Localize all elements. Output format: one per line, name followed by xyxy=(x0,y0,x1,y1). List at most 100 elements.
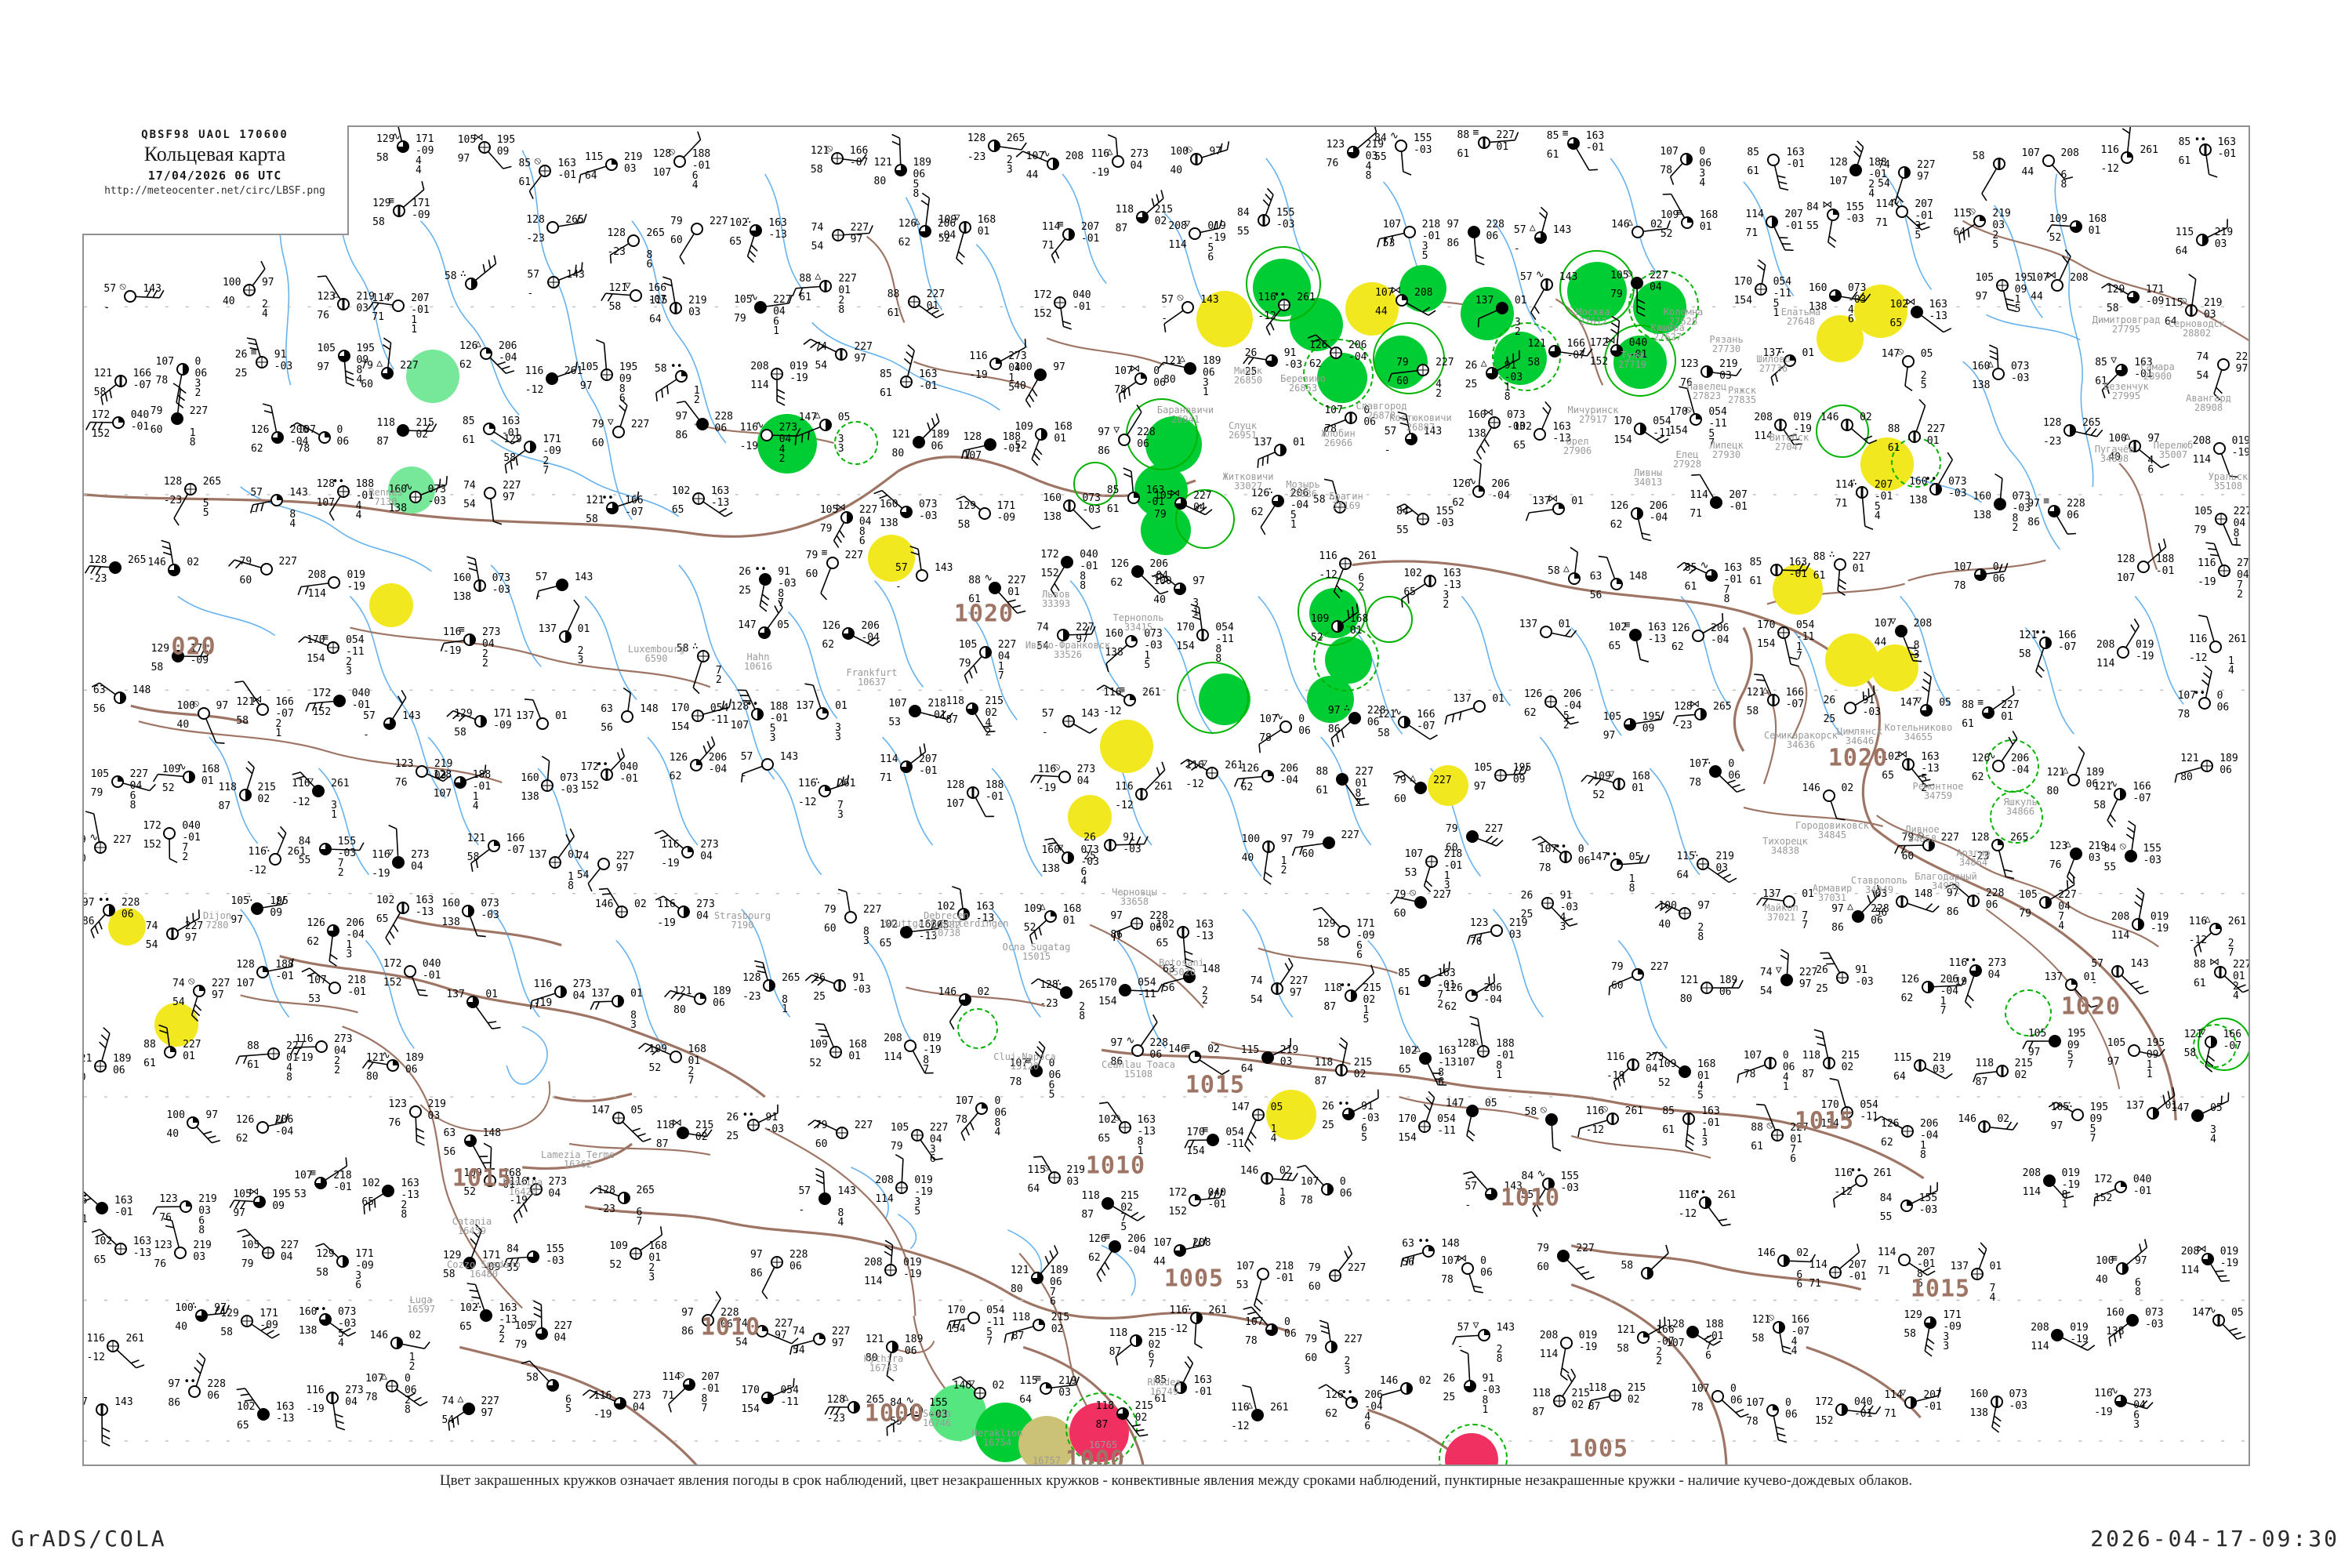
station-temperature: 26 xyxy=(739,566,751,579)
present-weather-icon: ∴ xyxy=(459,268,466,281)
cloud-cover-icon xyxy=(477,140,491,154)
station-id: 34636 xyxy=(1786,739,1816,750)
station-pressure-tendency: 04 xyxy=(280,1251,293,1264)
cloud-height-group: 6 xyxy=(646,259,653,271)
present-weather-icon: △ xyxy=(1472,1035,1479,1047)
cloud-cover-icon xyxy=(1754,282,1767,296)
station-temperature: 57 xyxy=(1041,708,1054,720)
station-name-label: Souda 16746 xyxy=(923,1409,951,1428)
present-weather-icon: ∴ xyxy=(1343,702,1350,714)
station-name-label: Слуцк 26951 xyxy=(1229,421,1257,440)
station-dewpoint: 40 xyxy=(1241,851,1254,864)
cloud-cover-icon xyxy=(1046,157,1059,170)
station-dewpoint: 86 xyxy=(1831,921,1844,934)
present-weather-icon: ▽ xyxy=(387,290,394,303)
station-temperature: 208 xyxy=(2031,1321,2049,1334)
cloud-cover-icon xyxy=(1270,982,1283,995)
cloud-cover-icon xyxy=(487,839,500,852)
station-dewpoint: 64 xyxy=(584,169,597,182)
station-pressure: 05 xyxy=(2210,1102,2223,1115)
station-temperature: 128 xyxy=(236,959,255,971)
station-dewpoint: 56 xyxy=(93,702,106,715)
present-weather-icon: △ xyxy=(1106,146,1113,158)
cloud-cover-icon xyxy=(1346,145,1359,158)
station-pressure: 0 xyxy=(1298,713,1305,725)
station-pressure: 195 xyxy=(2146,1037,2165,1050)
station-temperature: 126 xyxy=(822,619,840,632)
station-dewpoint: 65 xyxy=(1399,1063,1411,1076)
station-id: 26941 xyxy=(1171,414,1200,425)
station-dewpoint: 44 xyxy=(2031,291,2043,303)
station-pressure: 215 xyxy=(1120,1189,1139,1202)
station-pressure-tendency: -07 xyxy=(2132,793,2151,805)
station-temperature: 58 xyxy=(1548,565,1560,578)
station-temperature: 26 xyxy=(1443,1372,1456,1385)
isobar-label: 1020 xyxy=(1828,744,1889,772)
station-dewpoint: 58 xyxy=(2183,1047,2197,1059)
station-temperature: 114 xyxy=(372,292,390,305)
station-temperature: 74 xyxy=(793,1325,805,1338)
station-temperature: 121 xyxy=(891,429,911,441)
station-name-label: Frankfurt 10637 xyxy=(846,668,897,687)
present-weather-icon: △ xyxy=(1762,684,1769,696)
station-pressure-tendency: -01 xyxy=(619,773,638,786)
station-pressure-tendency: -03 xyxy=(765,1123,784,1135)
station-pressure-tendency: 01 xyxy=(688,1054,701,1067)
cloud-cover-icon xyxy=(315,1040,328,1053)
station-temperature: 128 xyxy=(88,554,107,567)
cloud-cover-icon xyxy=(261,1247,274,1260)
cloud-cover-icon xyxy=(907,295,920,308)
present-weather-icon: △ xyxy=(1480,357,1487,369)
station-id: 6590 xyxy=(644,653,668,664)
station-name-label: Strasbourg 7190 xyxy=(714,911,771,930)
cloud-cover-icon xyxy=(918,225,931,238)
station-pressure: 91 xyxy=(1482,1372,1495,1385)
station-dewpoint: 61 xyxy=(1684,581,1697,593)
phenomenon-disk xyxy=(1871,644,1918,691)
station-pressure: 207 xyxy=(1729,488,1748,501)
present-weather-icon: ⦸ xyxy=(192,698,200,710)
cloud-cover-icon xyxy=(760,758,774,771)
station-name-label: Львов 33393 xyxy=(1042,590,1070,608)
station-pressure-tendency: -04 xyxy=(1483,994,1503,1007)
station-pressure-tendency: -01 xyxy=(347,986,366,999)
station-dewpoint: 78 xyxy=(1660,164,1673,176)
station-temperature: 85 xyxy=(1662,1105,1675,1117)
station-temperature: 107 xyxy=(1025,150,1045,162)
station-pressure-tendency: -01 xyxy=(1786,158,1805,170)
cloud-cover-icon xyxy=(124,289,137,303)
station-dewpoint: -23 xyxy=(88,573,107,586)
station-dewpoint: -12 xyxy=(1231,1421,1250,1433)
station-pressure-tendency: -03 xyxy=(1918,1203,1938,1216)
source-url[interactable]: http://meteocenter.net/circ/LBSF.png xyxy=(104,185,325,197)
station-name-label: Ceahlau Toaca 15108 xyxy=(1102,1060,1175,1079)
synoptic-map[interactable]: 129 171 58 -09 ∿ 4 4 105 195 97 09 ⋈ 85 163 61 -01 ⦸ 115 2… xyxy=(82,125,2250,1466)
present-weather-icon: ∿ xyxy=(1468,475,1477,488)
station-temperature: 74 xyxy=(815,341,828,354)
station-dewpoint: 25 xyxy=(1322,1120,1334,1132)
station-pressure: 215 xyxy=(1353,1056,1373,1069)
station-pressure: 215 xyxy=(1627,1382,1646,1395)
station-temperature: 137 xyxy=(1475,294,1494,307)
station-pressure-tendency: -03 xyxy=(1276,219,1295,231)
station-pressure-tendency: -13 xyxy=(768,229,787,241)
isobar-label: 1015 xyxy=(1910,1275,1971,1303)
present-weather-icon: •• xyxy=(2034,626,2047,639)
station-dewpoint: 61 xyxy=(1813,570,1826,583)
cloud-cover-icon xyxy=(1898,166,1911,180)
station-name-label: Цимлянск 34646 xyxy=(1837,727,1882,746)
station-dewpoint: 58 xyxy=(2106,303,2119,315)
cloud-cover-icon xyxy=(1044,910,1057,924)
station-dewpoint: 76 xyxy=(388,1116,401,1129)
station-dewpoint: -19 xyxy=(1948,975,1968,988)
cloud-cover-icon xyxy=(1855,486,1868,499)
station-id: 33393 xyxy=(1041,598,1071,609)
station-pressure: 188 xyxy=(1868,157,1887,169)
station-pressure: 227 xyxy=(1344,1334,1363,1346)
station-pressure-tendency: 03 xyxy=(193,1250,206,1263)
station-pressure: 0 xyxy=(336,424,343,437)
cloud-cover-icon xyxy=(1682,1112,1696,1125)
cloud-cover-icon xyxy=(318,843,332,856)
cloud-cover-icon xyxy=(819,279,833,292)
station-pressure-tendency: 06 xyxy=(1992,572,2005,585)
